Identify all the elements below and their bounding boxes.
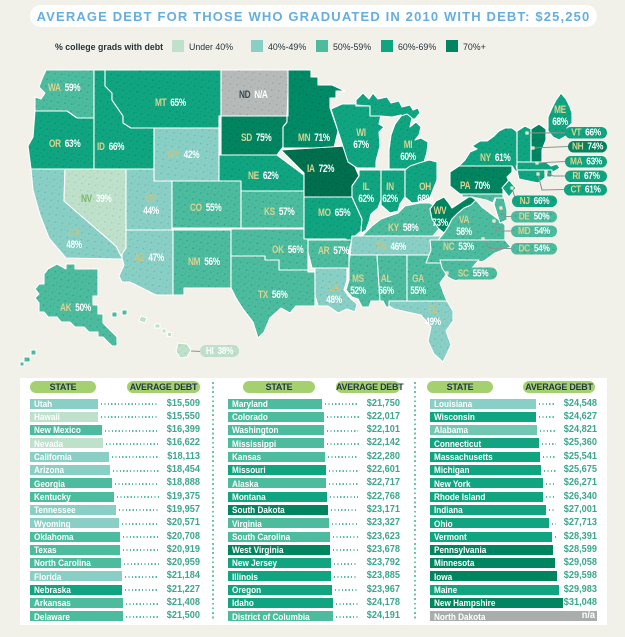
- svg-text:MN 71%: MN 71%: [298, 132, 331, 144]
- svg-text:48%: 48%: [326, 294, 342, 306]
- svg-text:AL: AL: [381, 273, 392, 285]
- svg-text:IN: IN: [386, 181, 394, 193]
- svg-text:55%: 55%: [410, 285, 426, 297]
- svg-text:WY 42%: WY 42%: [167, 149, 200, 161]
- svg-text:MS: MS: [352, 273, 364, 285]
- svg-text:56%: 56%: [378, 285, 394, 297]
- svg-text:MI: MI: [404, 139, 413, 151]
- svg-text:62%: 62%: [358, 193, 374, 205]
- svg-text:AK 50%: AK 50%: [60, 302, 92, 314]
- svg-text:73%: 73%: [432, 217, 448, 229]
- svg-text:FL: FL: [428, 304, 438, 316]
- svg-text:OH: OH: [419, 181, 431, 193]
- svg-text:WA 59%: WA 59%: [48, 82, 81, 94]
- svg-text:48%: 48%: [66, 239, 82, 251]
- svg-text:VA: VA: [459, 214, 470, 226]
- svg-text:DC 54%: DC 54%: [518, 242, 550, 254]
- svg-text:PA 70%: PA 70%: [460, 180, 491, 192]
- svg-text:CO 55%: CO 55%: [190, 202, 222, 214]
- svg-text:44%: 44%: [143, 205, 159, 217]
- svg-text:NY 61%: NY 61%: [480, 152, 511, 164]
- svg-text:NM 56%: NM 56%: [188, 256, 221, 268]
- svg-text:68%: 68%: [552, 116, 568, 128]
- svg-text:HI 38%: HI 38%: [206, 344, 234, 356]
- svg-text:WV: WV: [434, 205, 448, 217]
- svg-text:RI 67%: RI 67%: [572, 169, 600, 181]
- svg-text:58%: 58%: [456, 226, 472, 238]
- svg-text:NE 62%: NE 62%: [248, 170, 279, 182]
- svg-text:WI: WI: [356, 127, 365, 139]
- svg-text:KY 58%: KY 58%: [388, 222, 419, 234]
- svg-text:SC 55%: SC 55%: [458, 267, 489, 279]
- svg-text:OR 63%: OR 63%: [49, 138, 81, 150]
- svg-text:LA: LA: [329, 282, 340, 294]
- svg-text:68%: 68%: [417, 193, 433, 205]
- svg-text:SD 75%: SD 75%: [241, 132, 272, 144]
- svg-text:AR 57%: AR 57%: [318, 245, 350, 257]
- svg-text:IL: IL: [363, 181, 370, 193]
- svg-text:60%: 60%: [400, 151, 416, 163]
- svg-text:ME: ME: [554, 104, 566, 116]
- svg-text:MD 54%: MD 54%: [518, 224, 551, 236]
- svg-text:GA: GA: [412, 273, 424, 285]
- svg-text:62%: 62%: [382, 193, 398, 205]
- svg-text:CT 61%: CT 61%: [570, 183, 601, 195]
- svg-text:UT: UT: [146, 193, 157, 205]
- svg-text:NH 74%: NH 74%: [572, 140, 604, 152]
- svg-text:ND N/A: ND N/A: [239, 89, 268, 101]
- svg-text:MA 63%: MA 63%: [570, 155, 603, 167]
- svg-text:DE 50%: DE 50%: [519, 210, 550, 222]
- svg-text:52%: 52%: [350, 285, 366, 297]
- svg-text:IA 72%: IA 72%: [307, 163, 335, 175]
- svg-text:ID 66%: ID 66%: [97, 141, 125, 153]
- svg-text:67%: 67%: [353, 139, 369, 151]
- svg-text:MT 65%: MT 65%: [155, 97, 187, 109]
- svg-text:NC 53%: NC 53%: [443, 241, 475, 253]
- svg-text:OK 56%: OK 56%: [272, 244, 304, 256]
- svg-text:NJ 66%: NJ 66%: [520, 194, 551, 206]
- svg-text:KS 57%: KS 57%: [264, 206, 295, 218]
- svg-text:TN 46%: TN 46%: [376, 241, 407, 253]
- svg-text:VT 66%: VT 66%: [571, 126, 602, 138]
- svg-text:TX 56%: TX 56%: [258, 289, 288, 301]
- svg-text:NV 39%: NV 39%: [81, 193, 112, 205]
- svg-text:AZ 47%: AZ 47%: [134, 252, 165, 264]
- svg-text:CA: CA: [68, 227, 80, 239]
- svg-text:MO 65%: MO 65%: [318, 207, 351, 219]
- svg-text:49%: 49%: [425, 316, 441, 328]
